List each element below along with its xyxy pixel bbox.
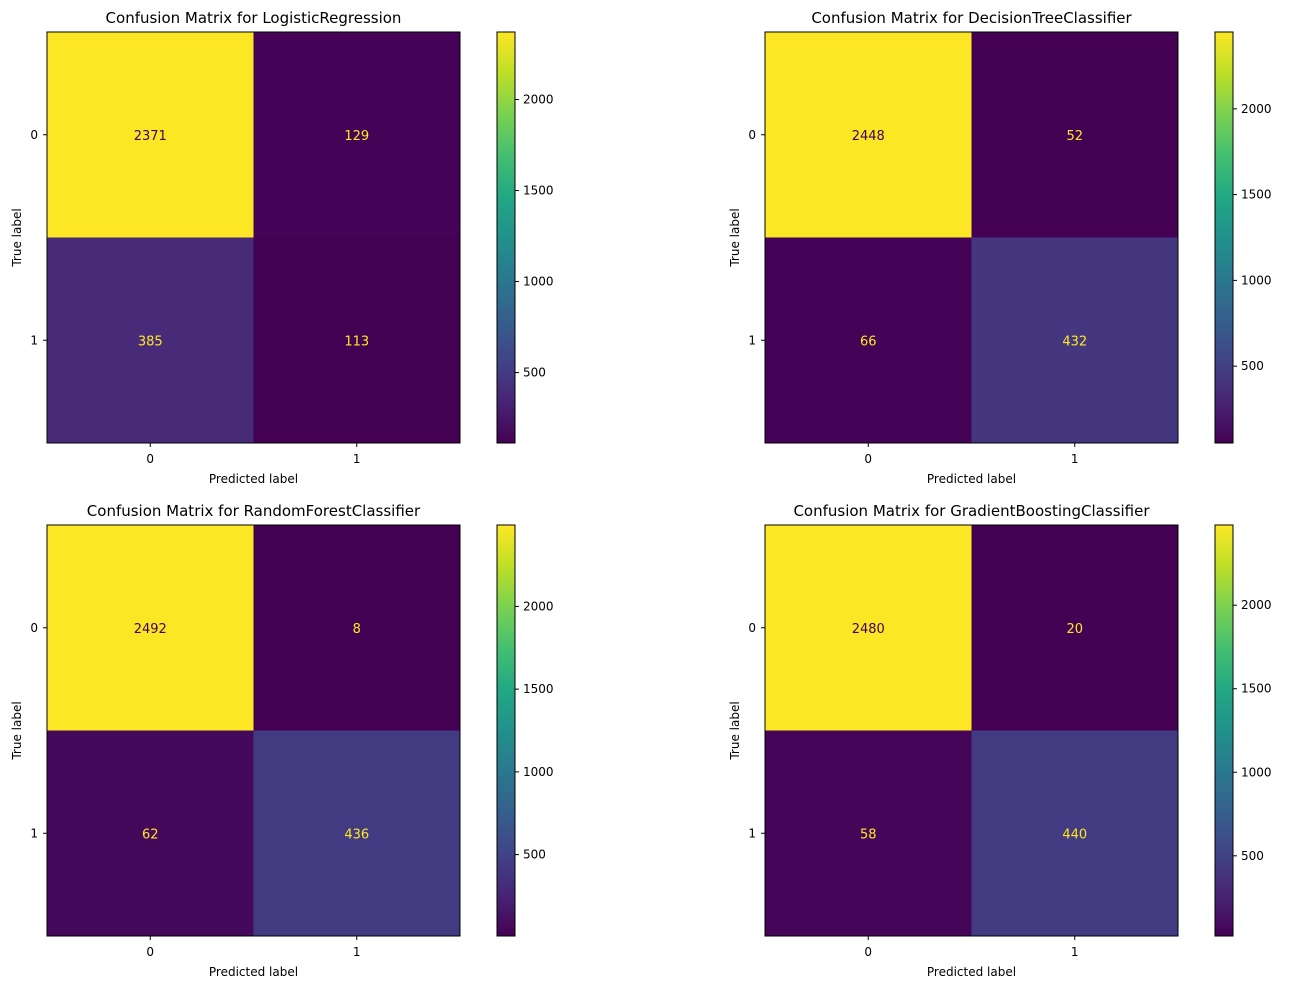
colorbar — [496, 524, 516, 937]
colorbar-tick-label: 1000 — [523, 275, 554, 289]
colorbar — [1214, 31, 1234, 444]
cell-value: 66 — [860, 334, 877, 349]
x-axis-label: Predicted label — [209, 472, 298, 486]
cell-value: 8 — [353, 622, 361, 637]
y-tick-label: 0 — [30, 128, 38, 142]
panel-title: Confusion Matrix for RandomForestClassif… — [87, 502, 421, 520]
confusion-matrix-panel: Confusion Matrix for RandomForestClassif… — [10, 502, 554, 979]
matrix-cell — [765, 237, 972, 443]
matrix-cell — [765, 32, 972, 238]
cell-value: 20 — [1066, 622, 1083, 637]
colorbar — [1214, 524, 1234, 937]
axes-frame — [764, 524, 1179, 937]
cell-value: 52 — [1066, 129, 1083, 144]
axes-frame — [46, 524, 461, 937]
cell-value: 62 — [142, 827, 159, 842]
y-tick-label: 0 — [748, 621, 756, 635]
cell-value: 113 — [344, 334, 369, 349]
axes-frame — [764, 31, 1179, 444]
matrix-cell — [971, 525, 1178, 731]
x-tick-label: 1 — [353, 452, 361, 466]
matrix-cell — [971, 730, 1178, 936]
cell-value: 129 — [344, 129, 369, 144]
colorbar-tick-label: 1000 — [1241, 273, 1272, 287]
y-axis-label: True label — [728, 208, 742, 267]
colorbar-tick-label: 2000 — [523, 93, 554, 107]
y-tick-label: 0 — [748, 128, 756, 142]
cell-value: 2371 — [134, 129, 167, 144]
y-tick-label: 0 — [30, 621, 38, 635]
cell-value: 2448 — [852, 129, 885, 144]
matrix-cell — [47, 525, 254, 731]
x-axis-label: Predicted label — [209, 965, 298, 979]
cell-value: 2480 — [852, 622, 885, 637]
axes-frame — [46, 31, 461, 444]
cell-value: 2492 — [134, 622, 167, 637]
colorbar-tick-label: 2000 — [1241, 598, 1272, 612]
colorbar-tick-label: 1500 — [523, 682, 554, 696]
matrix-cell — [253, 730, 460, 936]
colorbar-tick-label: 1000 — [1241, 765, 1272, 779]
colorbar-tick-label: 2000 — [1241, 102, 1272, 116]
matrix-cell — [253, 237, 460, 443]
matrix-cell — [47, 730, 254, 936]
x-tick-label: 0 — [146, 452, 154, 466]
cell-value: 436 — [344, 827, 369, 842]
colorbar-tick-label: 1500 — [523, 184, 554, 198]
cell-value: 385 — [138, 334, 163, 349]
matrix-cell — [47, 237, 254, 443]
cell-value: 432 — [1062, 334, 1087, 349]
colorbar-tick-label: 2000 — [523, 599, 554, 613]
x-tick-label: 0 — [864, 452, 872, 466]
x-tick-label: 1 — [1071, 452, 1079, 466]
matrix-cell — [765, 730, 972, 936]
colorbar-tick-label: 500 — [523, 848, 546, 862]
cell-value: 440 — [1062, 827, 1087, 842]
matrix-cell — [47, 32, 254, 238]
colorbar-tick-label: 1500 — [1241, 682, 1272, 696]
cell-value: 58 — [860, 827, 877, 842]
y-tick-label: 1 — [748, 826, 756, 840]
matrix-cell — [971, 237, 1178, 443]
x-tick-label: 1 — [353, 945, 361, 959]
panel-title: Confusion Matrix for DecisionTreeClassif… — [811, 9, 1132, 27]
confusion-matrix-panel: Confusion Matrix for GradientBoostingCla… — [728, 502, 1272, 979]
y-axis-label: True label — [10, 208, 24, 267]
panel-title: Confusion Matrix for GradientBoostingCla… — [793, 502, 1150, 520]
x-tick-label: 1 — [1071, 945, 1079, 959]
matrix-cell — [253, 525, 460, 731]
x-axis-label: Predicted label — [927, 472, 1016, 486]
y-axis-label: True label — [10, 701, 24, 760]
confusion-matrix-panel: Confusion Matrix for LogisticRegression 2… — [10, 9, 554, 486]
colorbar-tick-label: 500 — [523, 366, 546, 380]
y-tick-label: 1 — [748, 333, 756, 347]
colorbar-tick-label: 1500 — [1241, 188, 1272, 202]
colorbar-tick-label: 500 — [1241, 359, 1264, 373]
colorbar — [496, 31, 516, 444]
x-axis-label: Predicted label — [927, 965, 1016, 979]
y-tick-label: 1 — [30, 333, 38, 347]
panel-title: Confusion Matrix for LogisticRegression — [106, 9, 402, 27]
matrix-cell — [971, 32, 1178, 238]
colorbar-tick-label: 1000 — [523, 765, 554, 779]
y-tick-label: 1 — [30, 826, 38, 840]
matrix-cell — [253, 32, 460, 238]
x-tick-label: 0 — [146, 945, 154, 959]
y-axis-label: True label — [728, 701, 742, 760]
x-tick-label: 0 — [864, 945, 872, 959]
colorbar-tick-label: 500 — [1241, 849, 1264, 863]
confusion-matrix-panel: Confusion Matrix for DecisionTreeClassif… — [728, 9, 1272, 486]
matrix-cell — [765, 525, 972, 731]
